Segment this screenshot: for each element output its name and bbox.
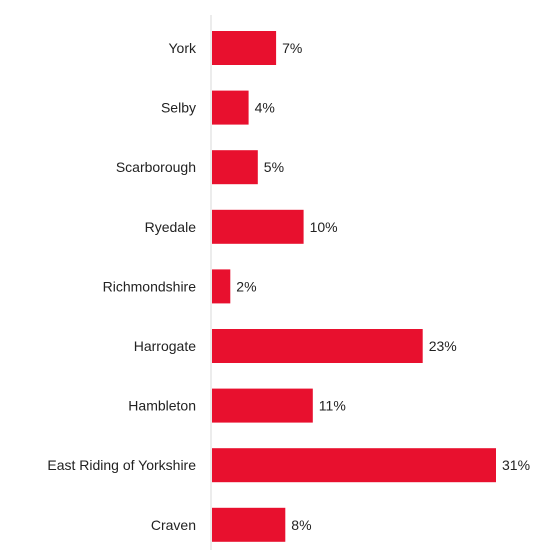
value-label: 7% <box>282 40 302 56</box>
category-label: Ryedale <box>145 219 197 235</box>
category-label: Craven <box>151 517 196 533</box>
value-label: 2% <box>236 278 256 294</box>
value-label: 11% <box>319 398 346 414</box>
category-label: Selby <box>161 100 196 116</box>
bar-scarborough <box>212 150 258 185</box>
value-label: 5% <box>264 159 284 175</box>
category-label: York <box>168 40 197 56</box>
bar-richmondshire <box>212 269 231 304</box>
category-label: Hambleton <box>128 398 196 414</box>
bar-selby <box>212 90 249 125</box>
value-label: 8% <box>291 517 311 533</box>
bar-hambleton <box>212 388 313 423</box>
category-label: Richmondshire <box>103 278 197 294</box>
bar-york <box>212 31 277 65</box>
value-label: 4% <box>255 100 275 116</box>
bar-ryedale <box>212 209 304 244</box>
category-label: Scarborough <box>116 159 196 175</box>
bar-group: York 7% Selby 4% Scarborough 5% Ryedale 10% Rich… <box>47 31 530 542</box>
category-label: Harrogate <box>134 338 196 354</box>
category-label: East Riding of Yorkshire <box>47 457 196 473</box>
value-label: 23% <box>429 338 457 354</box>
bar-craven <box>212 507 286 542</box>
value-label: 31% <box>502 457 530 473</box>
bar-east-riding-of-yorkshire <box>212 448 496 483</box>
bar-harrogate <box>212 329 423 363</box>
value-label: 10% <box>310 219 338 235</box>
